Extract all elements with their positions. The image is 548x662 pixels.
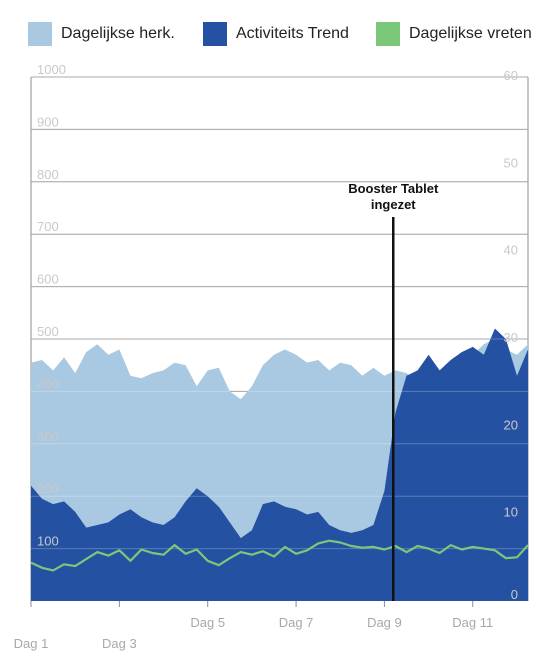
x-tick-label: Dag 5 [190,615,225,630]
tick-labels: 100 200 300 400 500 600 700 800 900 1000 0 10 20 30 40… [14,62,518,651]
legend-label: Dagelijkse herk. [61,25,175,42]
y-left-tick-label: 500 [37,324,59,339]
y-left-tick-label: 200 [37,481,59,496]
legend-label: Dagelijkse vreten [409,25,532,42]
y-right-tick-label: 50 [504,155,518,170]
line-daily-vreten [30,539,529,572]
annotation: Booster Tablet ingezet [348,181,439,601]
legend-item-daily-vreten: Dagelijkse vreten [376,22,532,46]
y-left-tick-label: 400 [37,376,59,391]
x-tick-label: Dag 9 [367,615,402,630]
x-tick-label: Dag 3 [102,636,137,651]
legend-label: Activiteits Trend [236,25,349,42]
legend-swatch-activity-trend [203,22,227,46]
chart-legend: Dagelijkse herk. Activiteits Trend Dagel… [0,0,548,60]
y-right-tick-label: 30 [504,330,518,345]
legend-item-daily-herk: Dagelijkse herk. [28,22,175,46]
y-left-tick-label: 700 [37,219,59,234]
y-left-tick-label: 1000 [37,62,66,77]
y-left-tick-label: 100 [37,534,59,549]
y-left-tick-label: 300 [37,429,59,444]
legend-swatch-daily-herk [28,22,52,46]
legend-item-activity-trend: Activiteits Trend [203,22,349,46]
x-tick-label: Dag 11 [452,615,493,630]
y-left-tick-label: 800 [37,167,59,182]
legend-swatch-daily-vreten [376,22,400,46]
y-left-tick-label: 600 [37,272,59,287]
y-right-tick-label: 0 [511,587,518,602]
line-series [30,539,529,572]
area-activity-trend [31,328,528,601]
x-tick-label: Dag 1 [14,636,49,651]
y-left-tick-label: 900 [37,114,59,129]
annotation-label-line2: ingezet [371,197,416,212]
y-right-tick-label: 60 [504,68,518,83]
annotation-label-line1: Booster Tablet [348,181,439,196]
area-series [31,76,528,601]
y-right-tick-label: 10 [504,505,518,520]
x-tick-label: Dag 7 [279,615,314,630]
y-right-tick-label: 40 [504,243,518,258]
y-right-tick-label: 20 [504,417,518,432]
